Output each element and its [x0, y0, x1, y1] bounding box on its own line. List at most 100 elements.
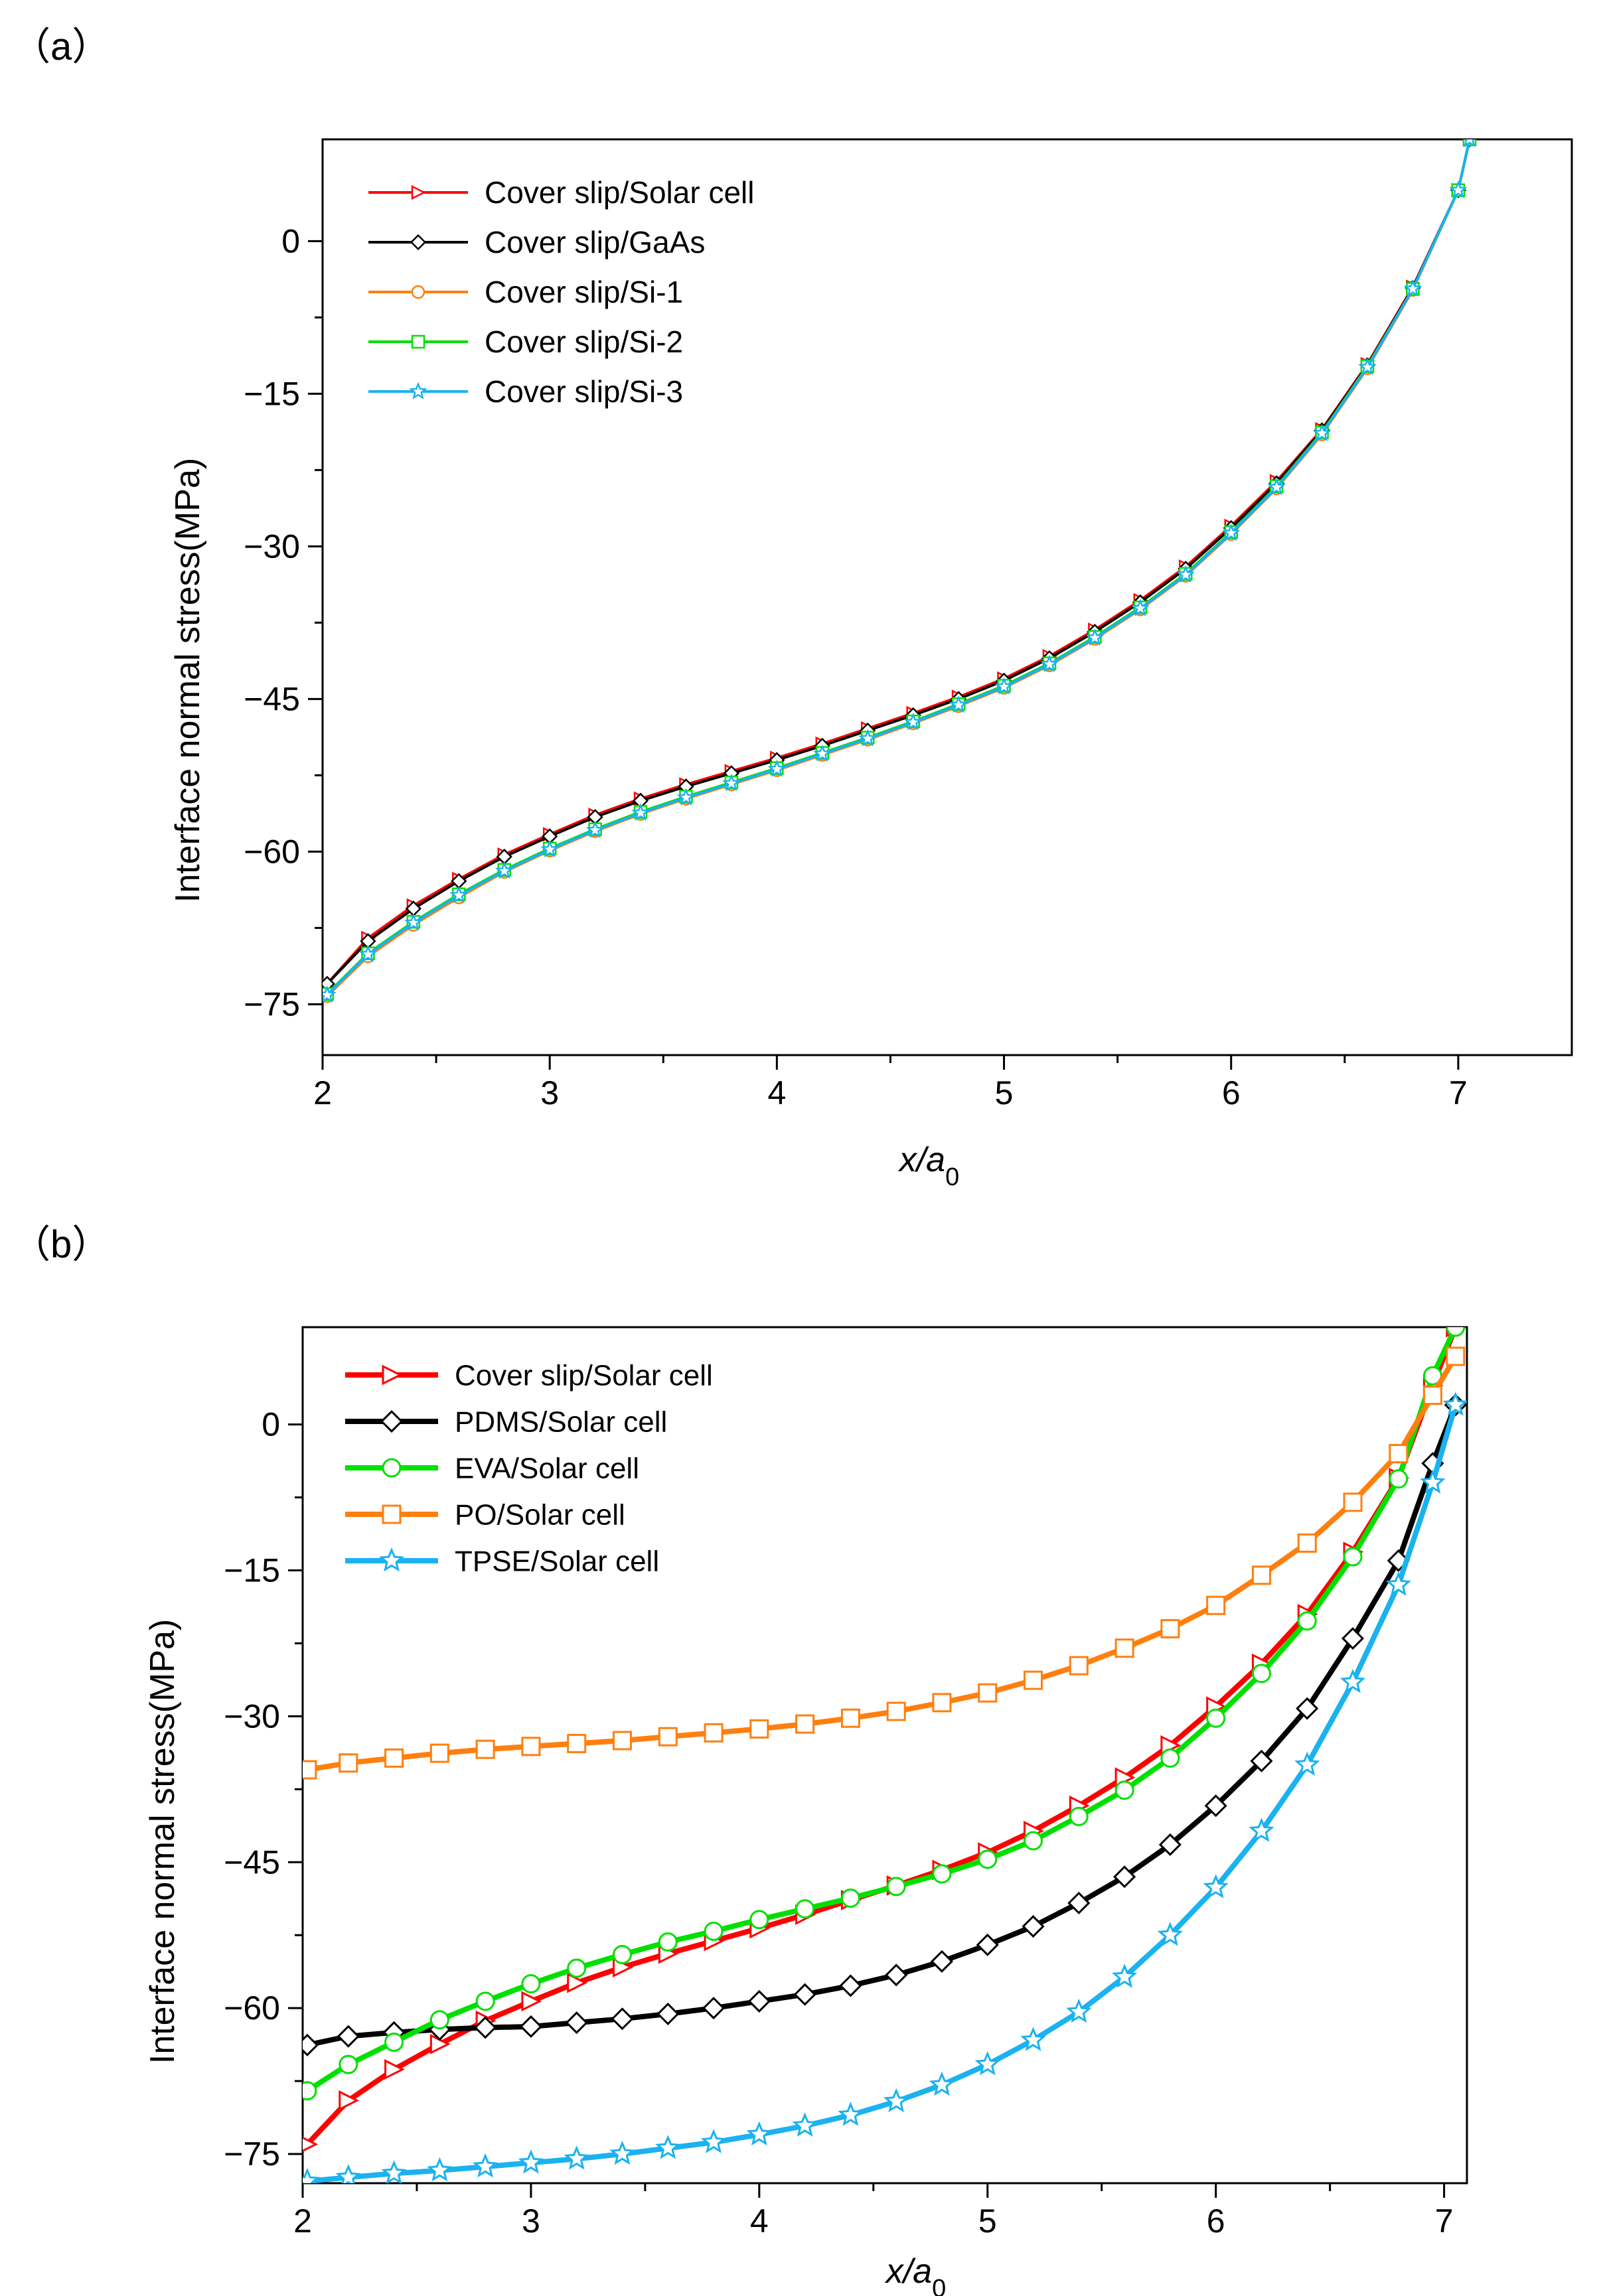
panel-b-data-point	[1389, 1469, 1409, 1489]
panel-b-legend-label: PDMS/Solar cell	[455, 1405, 667, 1438]
panel-b-data-point	[839, 1974, 862, 1997]
panel-b-data-point	[339, 1753, 358, 1773]
panel-b-data-point	[1294, 1751, 1320, 1776]
panel-b-y-tick-label: 0	[262, 1406, 280, 1443]
panel-b-x-tick-label: 4	[750, 2202, 769, 2240]
panel-b-data-point	[1113, 1865, 1136, 1889]
panel-b-data-point	[337, 2025, 360, 2048]
panel-b-data-point	[1204, 1794, 1227, 1818]
panel-b-data-point	[1024, 1831, 1043, 1851]
panel-a-data-point	[1449, 180, 1468, 198]
panel-a-data-point	[1267, 477, 1286, 496]
panel-b-data-point	[1442, 1392, 1467, 1416]
panel-a-y-tick-label: 0	[281, 222, 300, 259]
panel-b-data-point	[303, 2136, 319, 2152]
panel-b-data-point	[1160, 1618, 1180, 1638]
panel-b-legend-label: EVA/Solar cell	[455, 1452, 639, 1484]
panel-b-data-point	[567, 1733, 587, 1753]
panel-b-data-point	[792, 2112, 818, 2137]
panel-b-data-point	[1249, 1818, 1274, 1842]
panel-b-data-point	[609, 2140, 635, 2165]
panel-b-legend-item: TPSE/Solar cell	[345, 1545, 659, 1577]
panel-b-legend-marker	[382, 1504, 402, 1524]
panel-a-legend-item: Cover slip/GaAs	[368, 225, 705, 259]
panel-b-legend: Cover slip/Solar cell PDMS/Solar cell EVA/…	[345, 1359, 713, 1577]
panel-a-data-point	[903, 713, 923, 731]
panel-b-data-point	[978, 1849, 998, 1869]
panel-b-data-point	[1158, 1833, 1182, 1856]
panel-b-legend-marker	[380, 1409, 404, 1433]
panel-b-legend-label: TPSE/Solar cell	[455, 1545, 659, 1577]
panel-a-x-tick-label: 4	[767, 1074, 786, 1112]
panel-a-legend-marker	[409, 382, 427, 399]
panel-b-data-point	[704, 1921, 724, 1941]
panel-a-legend-label: Cover slip/Si-3	[485, 374, 683, 409]
panel-a-x-tick-label: 3	[540, 1074, 559, 1112]
panel-b-data-point	[1203, 1874, 1229, 1899]
panel-a-data-point	[949, 695, 968, 713]
panel-b-data-point	[1339, 1668, 1366, 1693]
panel-b-data-point	[612, 1731, 632, 1751]
panel-a-data-point	[1176, 565, 1195, 583]
panel-b-legend-label: PO/Solar cell	[455, 1498, 625, 1531]
panel-a-legend-item: Cover slip/Si-3	[368, 374, 683, 409]
panel-b-data-point	[1206, 1708, 1226, 1728]
panel-b-data-point	[840, 1708, 860, 1728]
panel-b-data-point	[565, 2011, 588, 2035]
panel-b-legend-item: EVA/Solar cell	[345, 1452, 639, 1484]
panel-b-data-point	[1069, 1806, 1089, 1826]
panel-b-data-point	[1024, 1670, 1043, 1690]
panel-b-data-point	[1067, 1891, 1091, 1914]
panel-b-x-tick-label: 2	[293, 2202, 312, 2240]
panel-b-data-point	[978, 1683, 998, 1703]
panel-b-series-3	[303, 1327, 1466, 2101]
panel-b-series-group	[303, 1327, 1467, 2183]
panel-b-data-point	[976, 1933, 999, 1956]
panel-a-y-ticks: 0 −15 −30 −45 −60 −75	[244, 222, 323, 1023]
panel-b-data-point	[795, 1714, 815, 1734]
panel-b-data-point	[1341, 1627, 1365, 1650]
panel-b-data-point	[1251, 1664, 1271, 1684]
panel-a-legend: Cover slip/Solar cell Cover slip/GaAs Cove…	[368, 175, 754, 409]
panel-a-x-tick-label: 6	[1222, 1074, 1241, 1112]
panel-b-data-point	[885, 1964, 908, 1987]
panel-a-data-point	[1403, 279, 1422, 297]
panel-b-data-point	[1251, 1565, 1271, 1585]
panel-b-data-point	[429, 1743, 449, 1763]
panel-b-data-point	[929, 2071, 955, 2096]
panel-b-data-point	[303, 2167, 321, 2183]
panel-b-x-tick-label: 3	[522, 2202, 540, 2240]
panel-b-data-point	[384, 2059, 405, 2080]
panel-b-data-point	[1114, 1780, 1134, 1800]
panel-b-y-tick-label: −75	[224, 2135, 280, 2173]
panel-b-legend-label: Cover slip/Solar cell	[455, 1359, 713, 1392]
panel-b-data-point	[612, 1945, 632, 1965]
panel-b-data-point	[700, 2129, 727, 2153]
panel-b-data-point	[747, 1989, 771, 2013]
panel-b-data-point	[303, 1760, 317, 1780]
panel-b-data-point	[704, 1723, 724, 1743]
panel-b-legend-item: PO/Solar cell	[345, 1498, 625, 1531]
panel-b-data-point	[475, 1991, 495, 2011]
panel-b-y-tick-label: −30	[224, 1697, 280, 1735]
panel-a-data-point	[404, 913, 423, 931]
panel-a-y-axis-title: Interface normal stress(MPa)	[169, 458, 207, 902]
panel-a-legend-label: Cover slip/Si-2	[485, 324, 683, 359]
panel-b-legend-marker	[378, 1547, 405, 1572]
panel-a-x-axis-title: x/a0	[897, 1141, 960, 1191]
panel-a-data-point	[1312, 423, 1332, 441]
panel-b-data-point	[749, 1910, 769, 1930]
panel-b-y-axis-title: Interface normal stress(MPa)	[143, 1619, 182, 2064]
panel-b-data-point	[475, 1739, 495, 1759]
panel-b-data-point	[518, 2149, 544, 2174]
panel-b-data-point	[429, 2010, 449, 2030]
panel-b-data-point	[384, 2032, 404, 2052]
panel-b-label: （b）	[12, 1223, 110, 1266]
panel-b-series-5	[303, 1392, 1467, 2183]
panel-b-data-point	[303, 2033, 319, 2056]
panel-b-data-point	[472, 2153, 498, 2178]
panel-a-data-point	[495, 861, 514, 879]
panel-b-data-point	[793, 1983, 816, 2006]
panel-b-data-point	[1385, 1571, 1412, 1596]
